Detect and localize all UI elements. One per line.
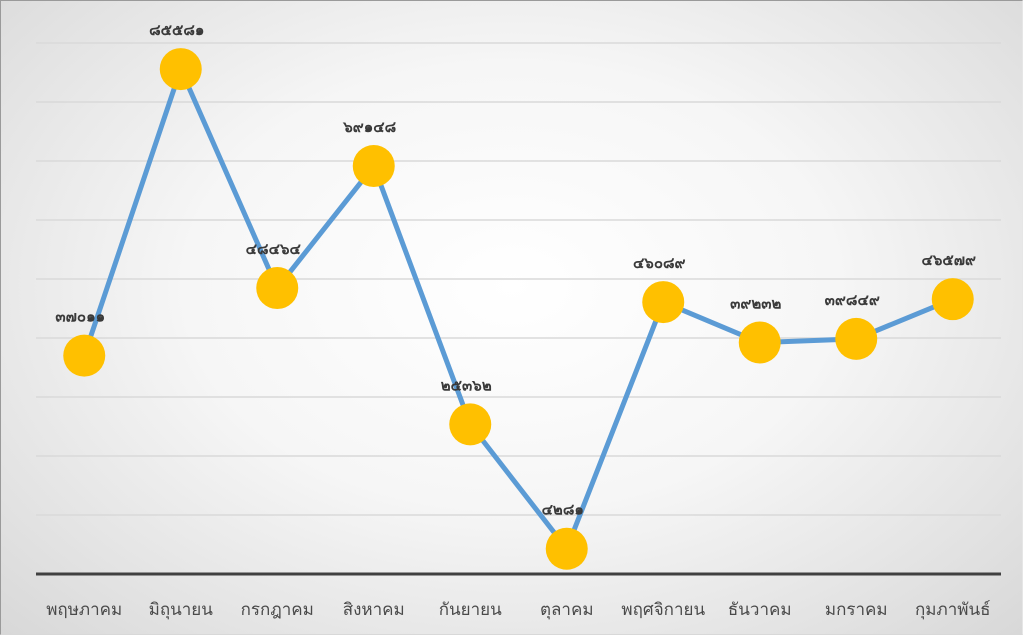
x-tick-labels: พฤษภาคม มิถุนายน กรกฎาคม สิงหาคม กันยายน ตุลา… bbox=[46, 600, 990, 620]
marker-layer bbox=[63, 48, 974, 570]
series-layer bbox=[81, 66, 956, 552]
data-label: ๖๙๑๔๘ bbox=[342, 118, 396, 136]
x-tick-label: มิถุนายน bbox=[149, 600, 214, 620]
data-label: ๔๖๕๗๙ bbox=[922, 251, 977, 269]
data-point bbox=[835, 317, 878, 360]
data-point bbox=[931, 278, 974, 321]
data-label: ๒๕๓๖๒ bbox=[441, 376, 492, 394]
data-label: ๓๙๒๓๒ bbox=[730, 295, 781, 313]
data-label: ๔๘๔๖๔ bbox=[246, 240, 302, 258]
x-tick-label: พฤษภาคม bbox=[46, 600, 122, 620]
data-point bbox=[449, 403, 492, 446]
x-tick-label: ธันวาคม bbox=[728, 600, 792, 620]
x-tick-label: ตุลาคม bbox=[540, 600, 594, 620]
data-point bbox=[352, 145, 395, 188]
gridlines bbox=[36, 42, 1001, 516]
x-tick-label: กุมภาพันธ์ bbox=[915, 600, 990, 620]
x-tick-label: กรกฎาคม bbox=[241, 600, 314, 620]
data-point bbox=[159, 48, 202, 91]
data-label: ๓๗๐๑๑ bbox=[55, 308, 105, 326]
data-point bbox=[738, 321, 781, 364]
data-point bbox=[545, 527, 588, 570]
data-point bbox=[256, 267, 299, 310]
x-tick-label: พฤศจิกายน bbox=[621, 600, 705, 620]
x-tick-label: มกราคม bbox=[825, 600, 888, 620]
x-tick-label: สิงหาคม bbox=[343, 600, 405, 620]
data-point bbox=[63, 334, 106, 377]
series-line bbox=[81, 66, 956, 552]
x-tick-label: กันยายน bbox=[439, 600, 502, 620]
data-point bbox=[642, 281, 685, 324]
data-label: ๘๕๕๘๑ bbox=[149, 21, 204, 39]
data-label: ๔๒๘๑ bbox=[542, 501, 584, 519]
data-label: ๔๖๐๘๙ bbox=[633, 254, 686, 272]
data-label: ๓๙๘๔๙ bbox=[825, 291, 880, 309]
